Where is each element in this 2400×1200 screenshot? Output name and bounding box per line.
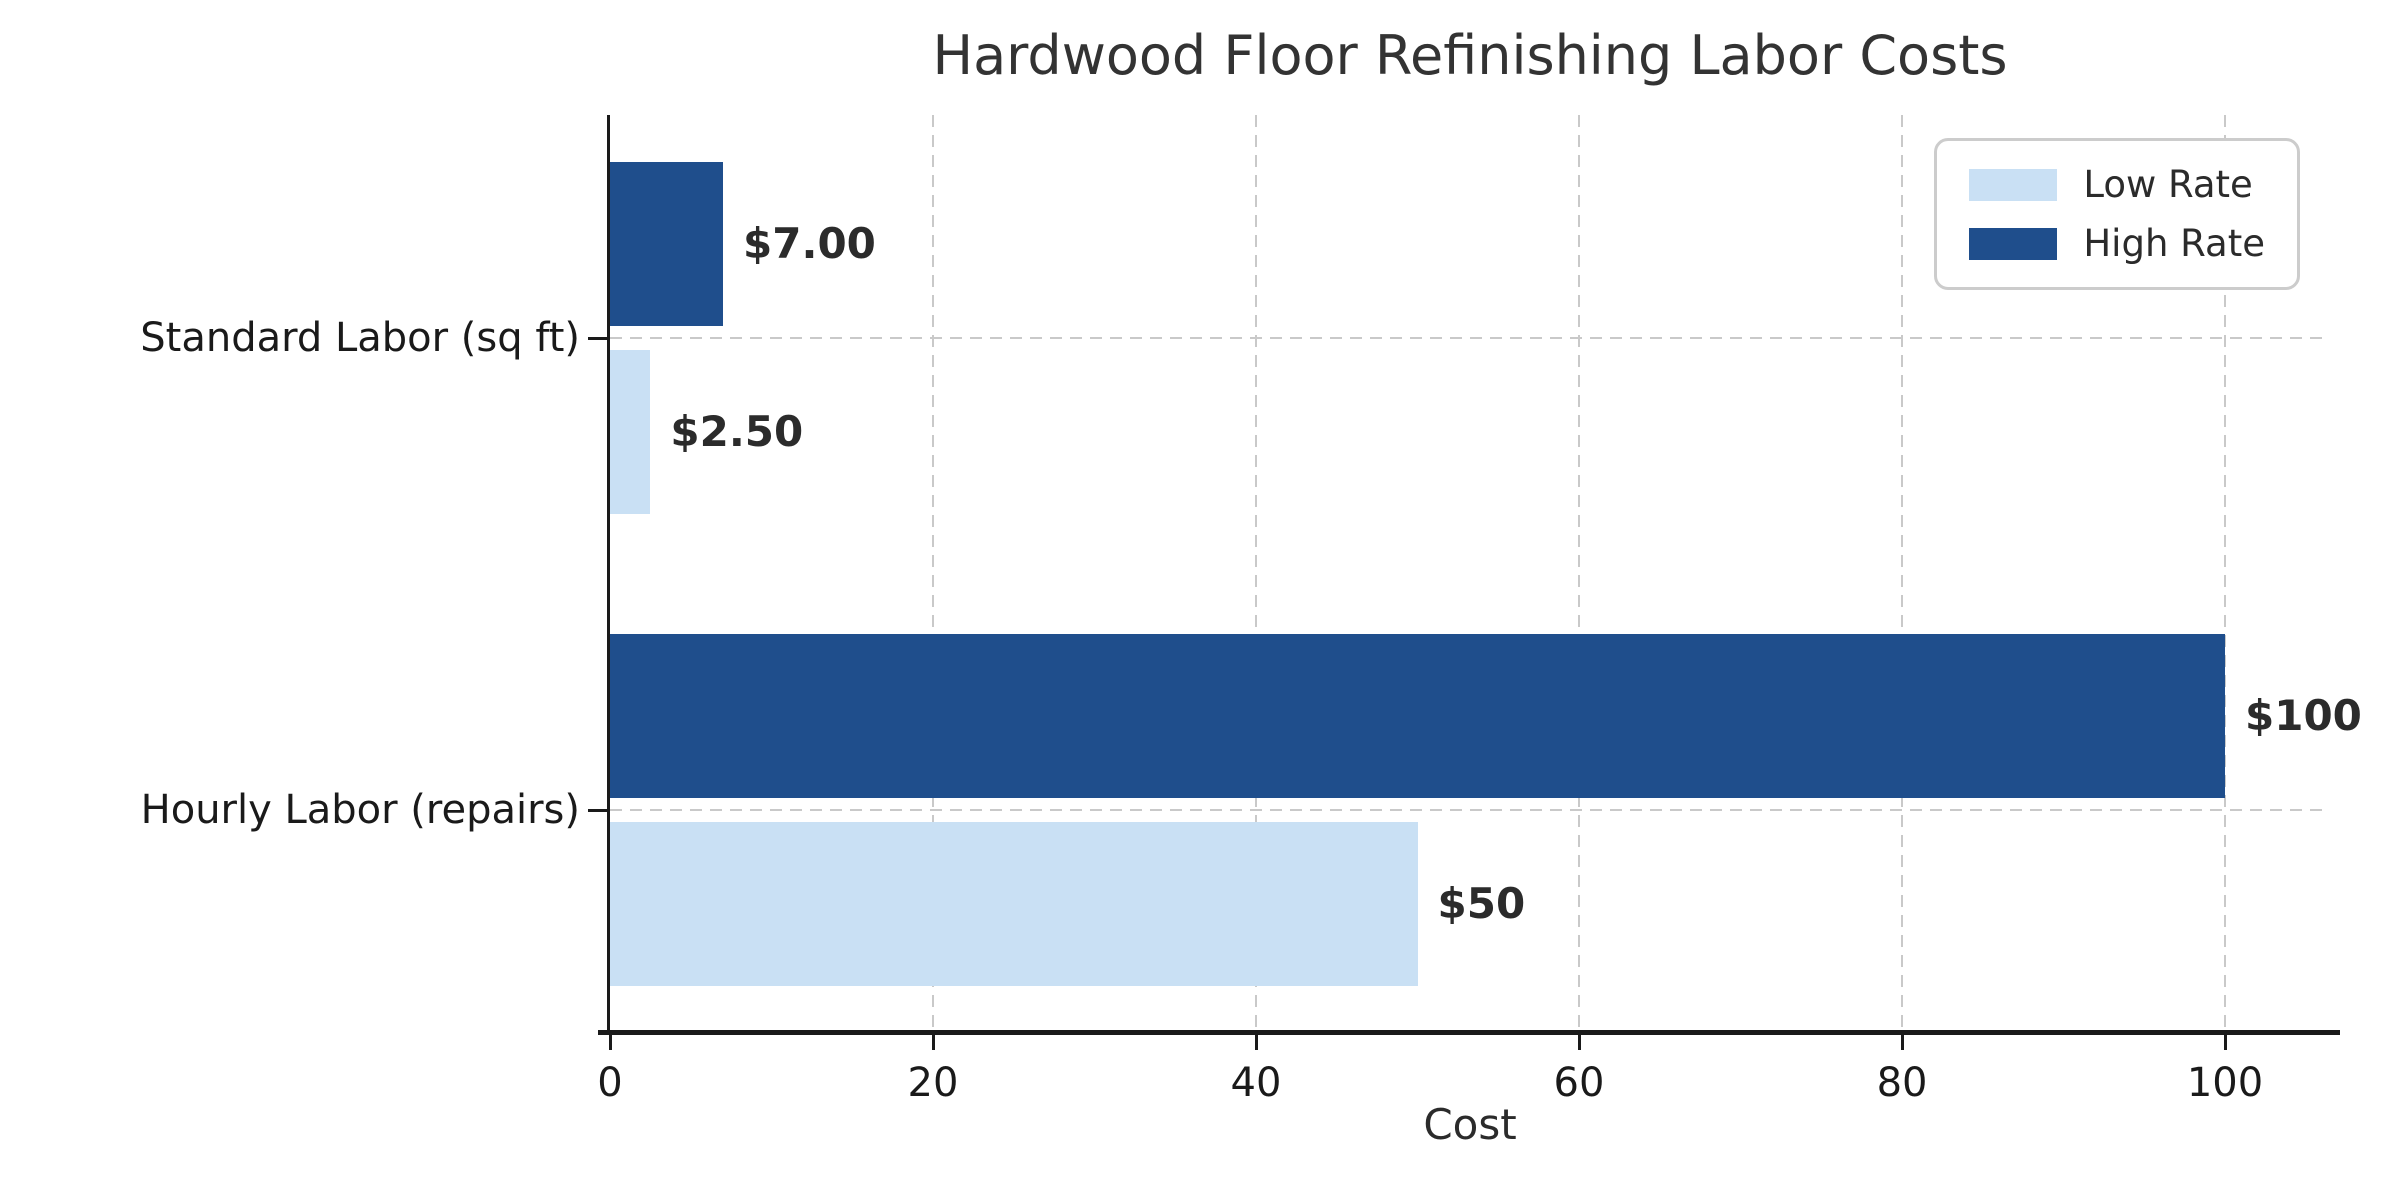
y-axis-category-label: Standard Labor (sq ft) — [140, 315, 580, 361]
bar-high-rate — [610, 634, 2226, 798]
y-axis-tick — [588, 808, 610, 812]
x-axis-tick-label: 80 — [1876, 1060, 1928, 1106]
y-axis-spine — [607, 115, 610, 1032]
bar-high-rate — [610, 162, 724, 326]
x-axis-tick — [608, 1032, 612, 1050]
legend-label-high-rate: High Rate — [2083, 222, 2265, 265]
y-gridline — [610, 337, 2330, 339]
legend-label-low-rate: Low Rate — [2083, 163, 2253, 206]
x-axis-tick-label: 0 — [597, 1060, 623, 1106]
legend-swatch-low-rate — [1969, 168, 2058, 201]
plot-area: $2.50 $50 $7.00 $100 0 20 40 60 80 100 Standard La… — [140, 115, 2362, 1106]
x-axis-tick-label: 20 — [907, 1060, 959, 1106]
legend-item-low-rate: Low Rate — [1969, 163, 2265, 206]
chart-title: Hardwood Floor Refinishing Labor Costs — [932, 24, 2008, 87]
y-axis-category-label: Hourly Labor (repairs) — [140, 787, 580, 833]
x-axis-tick-label: 100 — [2186, 1060, 2264, 1106]
x-axis-tick — [1254, 1032, 1258, 1050]
x-axis-tick — [1900, 1032, 1904, 1050]
legend-swatch-high-rate — [1969, 227, 2058, 260]
bar-value-label: $50 — [1437, 879, 1526, 928]
bar-low-rate — [610, 350, 651, 514]
x-gridline — [1901, 115, 1904, 1032]
x-gridline — [1255, 115, 1257, 1032]
x-axis-label: Cost — [1423, 1100, 1517, 1149]
x-gridline — [1578, 115, 1580, 1032]
legend-item-high-rate: High Rate — [1969, 222, 2265, 265]
x-axis-tick — [1577, 1032, 1581, 1050]
bar-value-label: $7.00 — [743, 219, 876, 268]
y-axis-tick — [588, 336, 610, 340]
x-gridline — [2224, 115, 2227, 1032]
bar-value-label: $100 — [2245, 691, 2362, 740]
x-axis-tick — [2223, 1032, 2227, 1050]
legend: Low Rate High Rate — [1934, 138, 2300, 290]
x-axis-tick — [931, 1032, 935, 1050]
y-gridline — [610, 809, 2330, 811]
x-gridline — [932, 115, 934, 1032]
bar-low-rate — [610, 822, 1418, 986]
x-axis-tick-label: 60 — [1553, 1060, 1605, 1106]
x-axis-tick-label: 40 — [1230, 1060, 1282, 1106]
x-axis-spine — [598, 1030, 2340, 1035]
bar-value-label: $2.50 — [670, 407, 804, 456]
